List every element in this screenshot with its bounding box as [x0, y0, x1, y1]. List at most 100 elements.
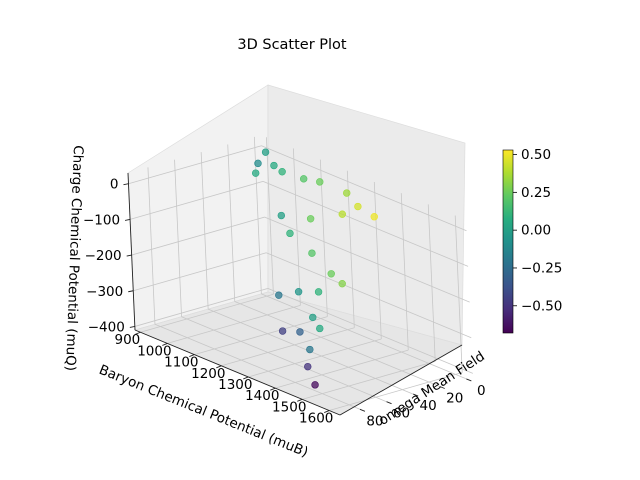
y-tick [412, 393, 419, 397]
grid-line [261, 293, 467, 380]
z-tick-label: −200 [85, 248, 122, 264]
chart-title: 3D Scatter Plot [237, 37, 347, 53]
z-tick-label: −300 [86, 284, 123, 300]
data-point [316, 178, 324, 186]
grid-line [248, 338, 382, 378]
grid-line [129, 181, 264, 220]
x-tick-label: 900 [115, 332, 141, 348]
scatter-points [251, 148, 378, 389]
grid-line [140, 293, 274, 333]
grid-line [302, 360, 436, 400]
data-point [278, 327, 287, 335]
data-point [296, 328, 304, 336]
grid-line [265, 137, 274, 295]
data-point [338, 210, 346, 218]
z-tick [128, 290, 134, 293]
x-tick-label: 1500 [272, 399, 306, 415]
pane-left [127, 84, 269, 331]
data-point [306, 345, 314, 354]
colorbar-ticks: 0.50 0.25 0.00 −0.25 −0.50 [513, 147, 562, 314]
grid-line [454, 215, 463, 373]
grid-line [174, 159, 182, 317]
x-tick-label: 1000 [137, 343, 171, 359]
x-tick [216, 365, 222, 369]
z-tick [123, 183, 129, 186]
data-point [306, 215, 315, 223]
x-axis-line [134, 329, 341, 416]
y-tick-label: 40 [420, 398, 437, 414]
grid-line [128, 145, 262, 185]
colorbar [502, 149, 514, 334]
grid-line [292, 148, 301, 306]
grid-line [346, 170, 355, 328]
grid-line [221, 327, 355, 367]
x-tick [297, 398, 303, 402]
x-tick-label: 1400 [245, 388, 279, 404]
y-tick-label: 60 [393, 406, 410, 422]
colorbar-tick-label: 0.00 [521, 223, 551, 239]
z-tick [129, 325, 135, 328]
colorbar-tick-label: 0.50 [521, 147, 551, 163]
y-tick [359, 408, 366, 412]
data-point [314, 288, 323, 296]
y-tick-label: 20 [446, 391, 463, 407]
data-point [311, 381, 319, 389]
data-point [308, 249, 316, 257]
data-point [338, 279, 346, 288]
data-point [309, 313, 317, 322]
grid-line [319, 159, 328, 317]
grid-line [264, 216, 470, 303]
grid-line [181, 316, 387, 403]
y-axis-line [339, 344, 463, 416]
grid-line [154, 323, 361, 410]
grid-line [131, 216, 265, 256]
y-tick [466, 378, 472, 382]
data-point [251, 169, 260, 177]
data-point [354, 202, 362, 211]
grid-line [134, 288, 268, 327]
grid-line [275, 349, 409, 389]
z-tick [124, 218, 131, 221]
y-tick [439, 386, 445, 389]
grid-line [400, 193, 409, 351]
z-tick [126, 254, 132, 257]
grid-line [373, 181, 382, 339]
grid-line [261, 145, 467, 232]
data-point [254, 159, 262, 168]
data-point [304, 362, 312, 371]
colorbar-tick-label: −0.50 [521, 298, 562, 314]
data-point [299, 175, 308, 183]
x-tick [324, 410, 330, 413]
x-tick [243, 376, 249, 380]
data-point [370, 213, 378, 221]
colorbar-tick-label: −0.25 [521, 260, 562, 276]
data-point [316, 324, 324, 333]
z-axis-line [127, 172, 136, 331]
x-tick-label: 1600 [299, 411, 333, 427]
data-point [327, 270, 335, 278]
grid-line [267, 288, 473, 374]
data-point [270, 161, 278, 170]
grid-line [427, 204, 436, 362]
z-tick-label: 0 [110, 177, 119, 193]
z-axis-label: Charge Chemical Potential (muQ) [62, 145, 86, 371]
x-tick [162, 343, 168, 346]
x-tick-label: 1200 [191, 366, 225, 382]
grid-line [266, 252, 472, 339]
colorbar-tick-label: 0.25 [521, 185, 551, 201]
y-tick [386, 401, 392, 405]
grid-line [194, 316, 328, 355]
x-tick-label: 1300 [218, 377, 252, 393]
grid-line [234, 301, 440, 387]
data-point [278, 168, 286, 176]
data-point [277, 211, 286, 220]
x-tick [135, 331, 141, 335]
data-point [275, 291, 283, 299]
data-point [294, 288, 303, 296]
y-tick-label: 0 [477, 383, 486, 399]
grid-line [227, 144, 236, 302]
x-tick [270, 387, 276, 391]
x-tick-label: 1100 [164, 355, 198, 371]
